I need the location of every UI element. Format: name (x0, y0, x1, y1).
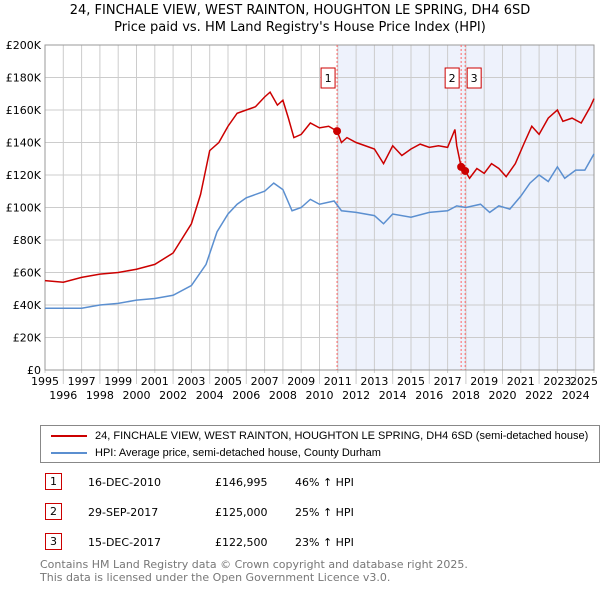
y-tick-label: £120K (6, 169, 42, 182)
marker-box (466, 67, 482, 89)
y-tick-label: £100K (6, 202, 42, 215)
x-tick-label: 2023 (543, 375, 571, 388)
footer-line2: This data is licensed under the Open Gov… (40, 571, 391, 584)
price-chart: £0 £20K £40K £60K £80K £100K £120K £140K £160K £1… (6, 39, 598, 402)
y-tick-label: £40K (13, 299, 42, 312)
x-tick-label: 2017 (434, 375, 462, 388)
transaction-number: 3 (45, 533, 62, 550)
x-tick-label: 2018 (452, 389, 480, 402)
x-tick-label: 2022 (525, 389, 553, 402)
y-tick-label: £160K (6, 104, 42, 117)
sale-point (333, 127, 342, 136)
transaction-number: 2 (45, 503, 62, 520)
x-tick-label: 2024 (562, 389, 590, 402)
x-tick-label: 2010 (306, 389, 334, 402)
legend-hpi: HPI: Average price, semi-detached house,… (95, 447, 381, 459)
legend: 24, FINCHALE VIEW, WEST RAINTON, HOUGHTO… (40, 425, 600, 463)
hpi-line (45, 153, 595, 309)
x-tick-label: 2014 (379, 389, 407, 402)
legend-property: 24, FINCHALE VIEW, WEST RAINTON, HOUGHTO… (95, 430, 589, 442)
y-tick-label: £200K (6, 39, 42, 52)
x-tick-label: 2015 (397, 375, 425, 388)
transaction-price: £125,000 (215, 506, 268, 519)
sale-point (461, 166, 470, 175)
x-tick-label: 2003 (177, 375, 205, 388)
x-tick-label: 1995 (31, 375, 59, 388)
x-tick-label: 2012 (342, 389, 370, 402)
property-price-line (44, 90, 595, 284)
marker-label: 3 (471, 72, 478, 85)
x-tick-label: 2007 (251, 375, 279, 388)
x-tick-label: 1997 (68, 375, 96, 388)
x-tick-label: 2019 (470, 375, 498, 388)
transaction-price: £122,500 (215, 536, 268, 549)
x-tick-label: 2000 (123, 389, 151, 402)
legend-blue-line (51, 452, 87, 454)
y-tick-label: £80K (13, 234, 42, 247)
x-tick-label: 1996 (49, 389, 77, 402)
transaction-number: 1 (45, 473, 62, 490)
transaction-row: 1 16-DEC-2010 £146,995 46% ↑ HPI (40, 473, 600, 493)
x-tick-label: 2006 (232, 389, 260, 402)
y-tick-label: £0 (27, 364, 41, 377)
x-tick-label: 2004 (196, 389, 224, 402)
x-tick-label: 2025 (570, 375, 598, 388)
y-tick-label: £60K (13, 267, 42, 280)
x-tick-label: 2001 (141, 375, 169, 388)
transaction-date: 15-DEC-2017 (88, 536, 162, 549)
marker-box (320, 67, 336, 89)
transaction-price: £146,995 (215, 476, 268, 489)
legend-red-line (51, 435, 87, 437)
y-tick-label: £140K (6, 137, 42, 150)
x-tick-label: 2009 (287, 375, 315, 388)
y-tick-label: £180K (6, 72, 42, 85)
x-tick-label: 2021 (507, 375, 535, 388)
transaction-hpi: 46% ↑ HPI (295, 476, 354, 489)
x-tick-label: 2002 (159, 389, 187, 402)
transaction-row: 3 15-DEC-2017 £122,500 23% ↑ HPI (40, 533, 600, 553)
x-tick-label: 2005 (214, 375, 242, 388)
x-tick-label: 2016 (415, 389, 443, 402)
transaction-hpi: 25% ↑ HPI (295, 506, 354, 519)
x-tick-label: 1999 (104, 375, 132, 388)
x-tick-label: 2013 (360, 375, 388, 388)
footer-line1: Contains HM Land Registry data © Crown c… (40, 558, 468, 571)
x-tick-label: 2008 (269, 389, 297, 402)
marker-label: 2 (449, 72, 456, 85)
x-tick-label: 2020 (489, 389, 517, 402)
title: 24, FINCHALE VIEW, WEST RAINTON, HOUGHTO… (69, 3, 531, 18)
y-tick-label: £20K (13, 332, 42, 345)
subtitle: Price paid vs. HM Land Registry's House … (114, 20, 486, 35)
marker-label: 1 (325, 72, 332, 85)
x-tick-label: 2011 (324, 375, 352, 388)
transaction-hpi: 23% ↑ HPI (295, 536, 354, 549)
transaction-date: 29-SEP-2017 (88, 506, 159, 519)
x-tick-label: 1998 (86, 389, 114, 402)
chart-title: 24, FINCHALE VIEW, WEST RAINTON, HOUGHTO… (0, 2, 600, 36)
footer: Contains HM Land Registry data © Crown c… (40, 558, 468, 584)
transaction-date: 16-DEC-2010 (88, 476, 162, 489)
plot-border (44, 44, 595, 371)
transaction-row: 2 29-SEP-2017 £125,000 25% ↑ HPI (40, 503, 600, 523)
marker-box (444, 67, 460, 89)
